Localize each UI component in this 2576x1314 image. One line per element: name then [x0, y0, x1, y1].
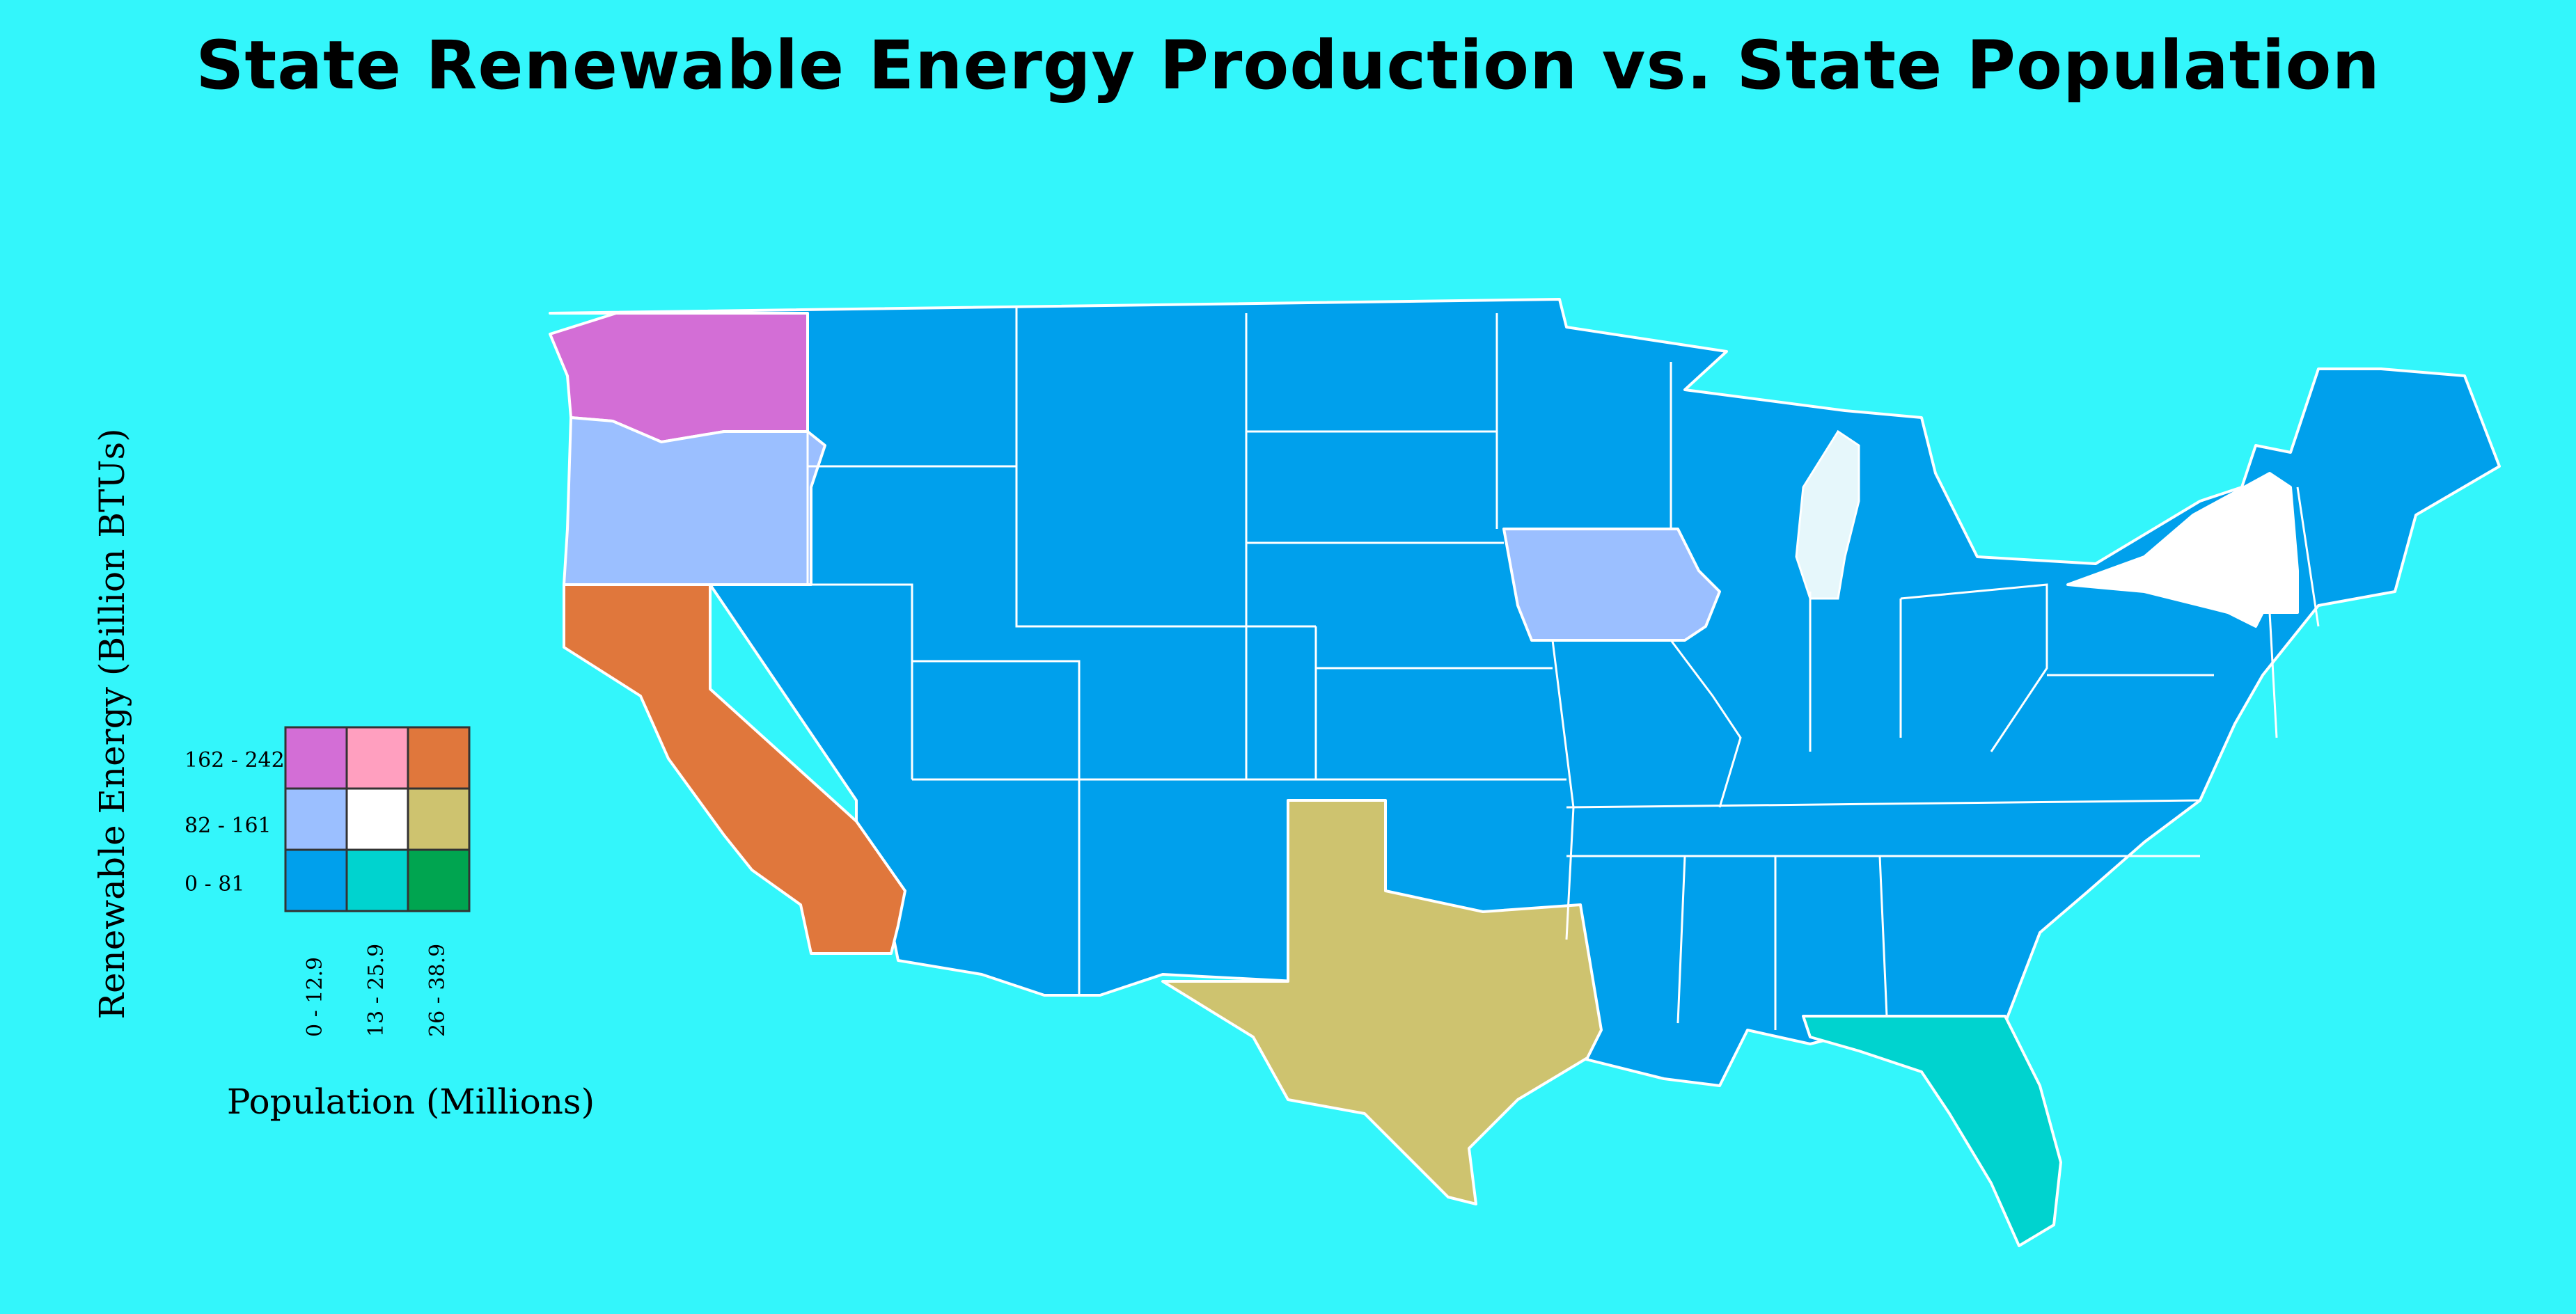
- lake-michigan: [1795, 429, 1860, 600]
- map-title: State Renewable Energy Production vs. St…: [196, 26, 2380, 104]
- legend-cell-r2-c0: [284, 848, 348, 912]
- legend-energy-class-high: 162 - 242: [184, 748, 285, 773]
- legend-cell-r1-c0: [284, 787, 348, 851]
- legend-cell-r2-c2: [407, 848, 471, 912]
- state-new-york: [2066, 472, 2299, 628]
- legend-energy-class-low: 0 - 81: [184, 872, 244, 896]
- state-borders: [710, 306, 2320, 1030]
- state-iowa: [1502, 528, 1721, 642]
- legend-energy-class-mid: 82 - 161: [184, 814, 272, 838]
- legend-population-class-high: 26 - 38.9: [425, 944, 450, 1037]
- legend-cell-r0-c1: [345, 726, 409, 790]
- legend-cell-r2-c1: [345, 848, 409, 912]
- legend-x-axis-label: Population (Millions): [227, 1082, 595, 1122]
- legend-population-class-low: 0 - 12.9: [303, 957, 327, 1037]
- state-default-region: [549, 298, 2501, 1087]
- legend-cell-r1-c1: [345, 787, 409, 851]
- legend-cell-r0-c2: [407, 726, 471, 790]
- legend-cell-r0-c0: [284, 726, 348, 790]
- state-texas: [1161, 799, 1603, 1205]
- legend-population-class-mid: 13 - 25.9: [364, 944, 388, 1037]
- legend-y-axis-label: Renewable Energy (Billion BTUs): [92, 428, 132, 1019]
- state-florida: [1802, 1015, 2062, 1247]
- legend-cell-r1-c2: [407, 787, 471, 851]
- state-california: [563, 583, 906, 955]
- state-oregon: [563, 416, 826, 586]
- legend-grid: [284, 726, 471, 912]
